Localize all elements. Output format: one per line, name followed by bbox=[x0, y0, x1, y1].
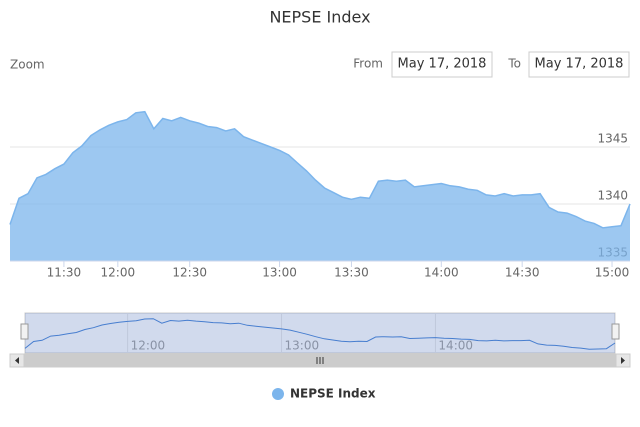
arrow-right bbox=[621, 357, 625, 364]
x-tick-label: 12:00 bbox=[101, 266, 136, 280]
y-tick-label: 1340 bbox=[597, 189, 628, 203]
navigator-tick-label: 14:00 bbox=[438, 339, 473, 353]
navigator-tick-label: 12:00 bbox=[131, 339, 166, 353]
navigator-selection[interactable] bbox=[25, 313, 615, 353]
to-date[interactable]: May 17, 2018 bbox=[535, 57, 624, 72]
to-input[interactable] bbox=[528, 51, 630, 78]
arrow-left bbox=[15, 357, 19, 364]
scrollbar-grip bbox=[316, 357, 324, 364]
x-tick-label: 14:30 bbox=[505, 266, 540, 280]
series-area bbox=[10, 111, 630, 261]
legend-label: NEPSE Index bbox=[290, 387, 376, 401]
zoom-label: Zoom bbox=[10, 58, 45, 72]
navigator-line bbox=[24, 318, 616, 350]
from-input[interactable] bbox=[391, 51, 493, 78]
navigator-handle-left[interactable] bbox=[20, 323, 29, 340]
chart-title: NEPSE Index bbox=[269, 8, 370, 27]
x-tick-label: 11:30 bbox=[47, 266, 82, 280]
navigator-frame bbox=[24, 312, 616, 354]
navigator-tick-label: 13:00 bbox=[285, 339, 320, 353]
navigator-handle-right[interactable] bbox=[611, 323, 620, 340]
from-date[interactable]: May 17, 2018 bbox=[398, 57, 487, 72]
series-line bbox=[9, 110, 631, 229]
x-tick-label: 13:30 bbox=[334, 266, 369, 280]
x-tick-label: 15:00 bbox=[595, 266, 630, 280]
x-tick-label: 14:00 bbox=[424, 266, 459, 280]
x-tick-label: 12:30 bbox=[172, 266, 207, 280]
legend-marker bbox=[272, 388, 284, 400]
to-label: To bbox=[507, 57, 521, 71]
x-tick-label: 13:00 bbox=[262, 266, 297, 280]
y-tick-label: 1345 bbox=[597, 132, 628, 146]
from-label: From bbox=[353, 57, 383, 71]
